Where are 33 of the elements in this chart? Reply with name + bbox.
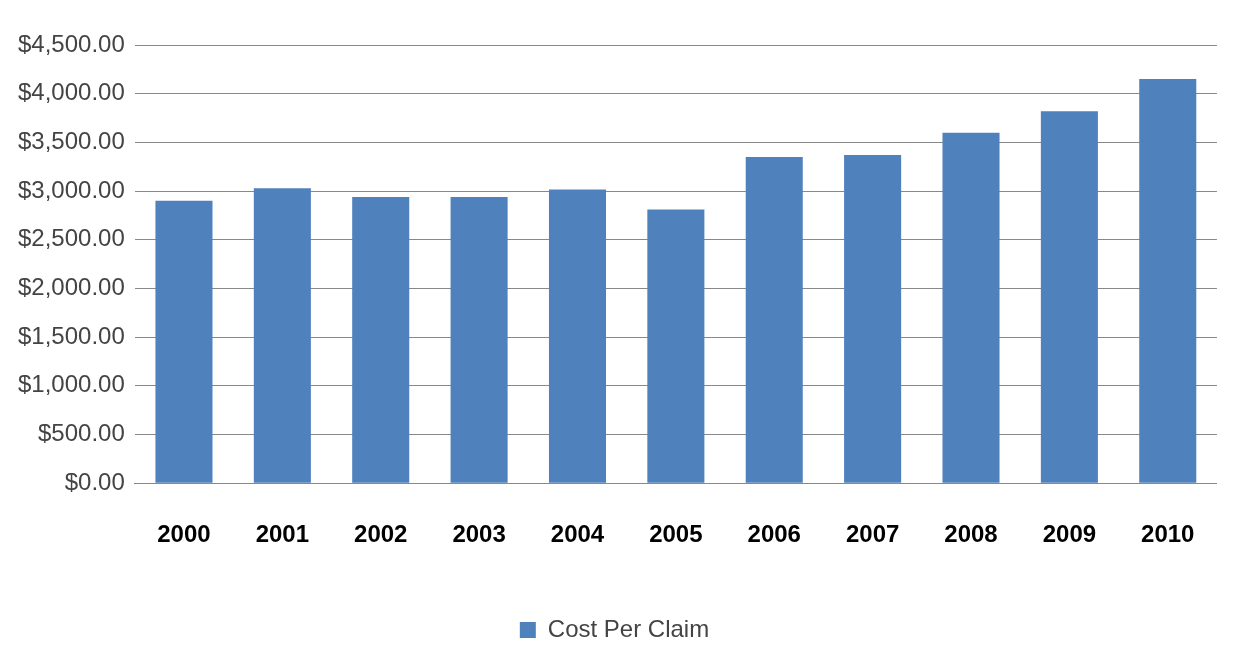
y-tick-label: $1,000.00 [17,370,125,398]
y-tick-label: $500.00 [38,419,125,447]
bar [352,196,410,483]
bar [1040,111,1098,483]
x-tick-label: 2002 [354,520,408,548]
x-tick-label: 2005 [649,520,703,548]
y-tick-label: $2,500.00 [17,224,125,252]
x-tick-label: 2009 [1042,520,1097,548]
y-tick-label: $0.00 [64,467,125,495]
x-tick-label: 2000 [157,520,211,548]
y-tick-label: $2,000.00 [17,273,125,301]
x-tick-label: 2008 [944,520,998,548]
y-tick-label: $1,500.00 [17,321,125,349]
x-tick-label: 2006 [747,520,801,548]
bar [548,189,607,483]
bar [844,155,902,483]
y-tick-label: $4,000.00 [17,78,125,106]
bar [155,200,213,483]
y-tick-label: $3,000.00 [17,175,125,203]
bar [450,196,508,483]
x-tick-label: 2007 [845,520,900,548]
bar [253,188,311,483]
x-tick-label: 2001 [255,520,310,548]
bar [1139,79,1197,483]
x-tick-label: 2010 [1141,520,1195,548]
bar [745,156,803,483]
bar [942,132,1000,483]
bar [647,209,705,483]
y-tick-label: $3,500.00 [17,127,125,154]
x-tick-label: 2004 [550,520,605,548]
x-tick-label: 2003 [452,520,506,548]
y-tick-label: $4,500.00 [17,29,125,57]
legend-label: Cost Per Claim [547,614,710,642]
